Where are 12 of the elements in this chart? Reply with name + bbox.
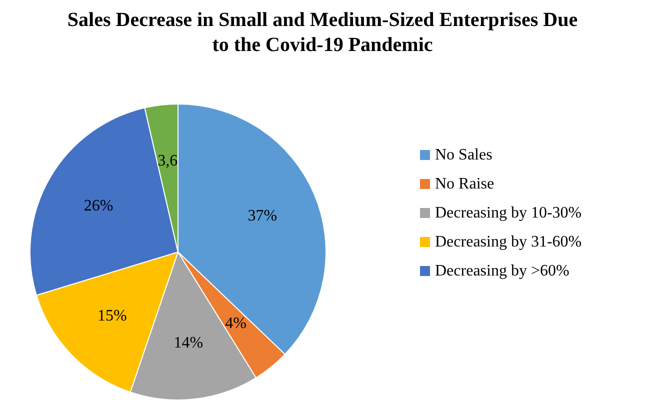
chart-title: Sales Decrease in Small and Medium-Sized Enterprises Due to the Covid-19 Pandemic xyxy=(67,9,578,56)
legend-label: Decreasing by >60% xyxy=(435,262,570,280)
legend-label: Decreasing by 10-30% xyxy=(435,204,582,222)
data-label: 26% xyxy=(84,198,114,215)
data-label: 4% xyxy=(225,314,246,332)
data-label: 14% xyxy=(174,334,204,352)
legend-label: Decreasing by 31-60% xyxy=(435,234,582,250)
legend-label: No Sales xyxy=(435,146,492,164)
data-label: 15% xyxy=(97,307,127,324)
legend-label: No Raise xyxy=(435,176,494,192)
data-label: 37% xyxy=(248,207,278,224)
data-label: 3,6 xyxy=(158,152,178,170)
